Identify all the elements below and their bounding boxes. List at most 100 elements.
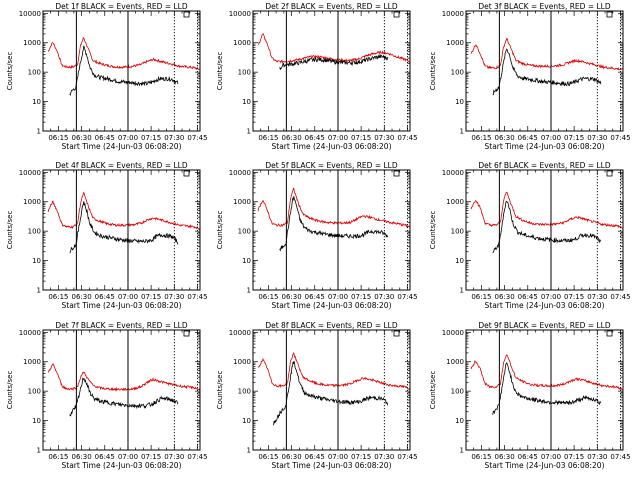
x-tick-label: 07:30 [374, 453, 394, 461]
series-events-line [279, 196, 389, 252]
x-tick-label: 07:15 [141, 293, 161, 301]
series-lld-line [47, 37, 200, 71]
x-tick-label: 07:45 [610, 134, 630, 142]
x-tick-label: 07:30 [164, 453, 184, 461]
y-tick-label: 10 [455, 417, 464, 425]
series-lld-line [470, 37, 623, 71]
plot-frame [252, 169, 411, 291]
x-tick-label: 06:30 [281, 453, 301, 461]
x-tick-label: 07:00 [118, 134, 138, 142]
x-tick-label: 06:30 [494, 134, 514, 142]
y-tick-label: 1000 [23, 198, 41, 206]
subplot-title: Det 6f BLACK = Events, RED = LLD [478, 161, 611, 170]
x-tick-label: 07:30 [374, 293, 394, 301]
x-tick-label: 06:15 [471, 453, 491, 461]
y-axis-label: Counts/sec [216, 52, 224, 91]
x-tick-label: 06:45 [518, 453, 538, 461]
subplot-det-5: Det 5f BLACK = Events, RED = LLD 1 10 100 10… [216, 161, 418, 310]
x-tick-label: 06:45 [95, 134, 115, 142]
x-tick-label: 07:00 [328, 134, 348, 142]
x-tick-label: 06:15 [48, 134, 68, 142]
x-tick-label: 07:15 [141, 134, 161, 142]
x-tick-label: 06:30 [281, 293, 301, 301]
subplot-title: Det 5f BLACK = Events, RED = LLD [265, 161, 398, 170]
y-tick-label: 1 [460, 287, 464, 295]
plot-frame [42, 10, 201, 132]
series-events-line [492, 48, 602, 96]
y-tick-label: 10000 [229, 10, 251, 18]
plot-frame [465, 10, 624, 132]
subplot-det-6: Det 6f BLACK = Events, RED = LLD 1 10 100 10… [429, 161, 631, 310]
x-tick-label: 07:15 [564, 293, 584, 301]
y-tick-label: 1 [37, 287, 41, 295]
series-lld-line [470, 191, 623, 229]
y-tick-label: 1 [247, 287, 251, 295]
y-tick-label: 10 [242, 257, 251, 265]
x-tick-label: 07:15 [141, 453, 161, 461]
series-events-line [279, 53, 389, 71]
y-tick-label: 10 [32, 417, 41, 425]
x-tick-label: 07:30 [164, 134, 184, 142]
y-tick-label: 10000 [442, 10, 464, 18]
series-events-line [69, 45, 179, 96]
y-tick-label: 10000 [442, 169, 464, 177]
x-tick-label: 07:45 [397, 134, 417, 142]
x-axis-label: Start Time (24-Jun-03 06:08:20) [485, 461, 605, 470]
y-tick-label: 10000 [19, 329, 41, 337]
corner-square-marker [183, 170, 190, 177]
subplot-det-7: Det 7f BLACK = Events, RED = LLD 1 10 100 10… [6, 321, 208, 470]
x-tick-label: 06:30 [71, 453, 91, 461]
x-tick-label: 07:00 [118, 293, 138, 301]
subplot-title: Det 3f BLACK = Events, RED = LLD [478, 2, 611, 11]
y-axis-label: Counts/sec [429, 52, 437, 91]
x-tick-label: 07:00 [328, 293, 348, 301]
subplot-det-2: Det 2f BLACK = Events, RED = LLD 1 10 100 10… [216, 2, 418, 151]
x-axis-label: Start Time (24-Jun-03 06:08:20) [62, 461, 182, 470]
x-tick-label: 06:15 [471, 293, 491, 301]
corner-square-marker [393, 170, 400, 177]
corner-square-marker [183, 330, 190, 337]
x-tick-label: 06:15 [48, 293, 68, 301]
y-tick-label: 10000 [19, 10, 41, 18]
y-tick-label: 1000 [23, 358, 41, 366]
x-tick-label: 07:45 [187, 293, 207, 301]
y-tick-label: 10000 [229, 169, 251, 177]
x-tick-label: 07:15 [351, 293, 371, 301]
x-tick-label: 06:15 [258, 134, 278, 142]
x-tick-label: 07:30 [587, 293, 607, 301]
x-tick-label: 07:15 [351, 453, 371, 461]
x-axis-label: Start Time (24-Jun-03 06:08:20) [62, 142, 182, 151]
series-lld-line [257, 187, 410, 228]
x-tick-label: 06:45 [305, 293, 325, 301]
x-tick-label: 06:45 [305, 453, 325, 461]
x-tick-label: 07:00 [541, 453, 561, 461]
x-tick-label: 06:45 [305, 134, 325, 142]
y-axis-label: Counts/sec [6, 211, 14, 250]
x-tick-label: 07:00 [541, 134, 561, 142]
y-tick-label: 100 [238, 69, 251, 77]
y-tick-label: 1 [460, 447, 464, 455]
corner-square-marker [393, 330, 400, 337]
x-tick-label: 06:15 [258, 293, 278, 301]
subplot-title: Det 8f BLACK = Events, RED = LLD [265, 321, 398, 330]
y-tick-label: 1000 [233, 358, 251, 366]
x-axis-label: Start Time (24-Jun-03 06:08:20) [272, 301, 392, 310]
x-tick-label: 06:30 [71, 293, 91, 301]
x-tick-label: 07:45 [610, 293, 630, 301]
y-tick-label: 1000 [446, 39, 464, 47]
plot-frame [465, 169, 624, 291]
x-axis-label: Start Time (24-Jun-03 06:08:20) [272, 142, 392, 151]
y-tick-label: 100 [28, 69, 41, 77]
y-tick-label: 1000 [233, 39, 251, 47]
y-tick-label: 10 [32, 257, 41, 265]
y-tick-label: 10 [242, 417, 251, 425]
x-tick-label: 07:30 [374, 134, 394, 142]
series-events-line [492, 200, 602, 254]
series-lld-line [257, 351, 410, 390]
y-axis-label: Counts/sec [429, 371, 437, 410]
y-tick-label: 1 [247, 128, 251, 136]
y-tick-label: 10000 [442, 329, 464, 337]
x-tick-label: 07:15 [564, 453, 584, 461]
y-tick-label: 100 [28, 228, 41, 236]
x-tick-label: 07:45 [187, 453, 207, 461]
